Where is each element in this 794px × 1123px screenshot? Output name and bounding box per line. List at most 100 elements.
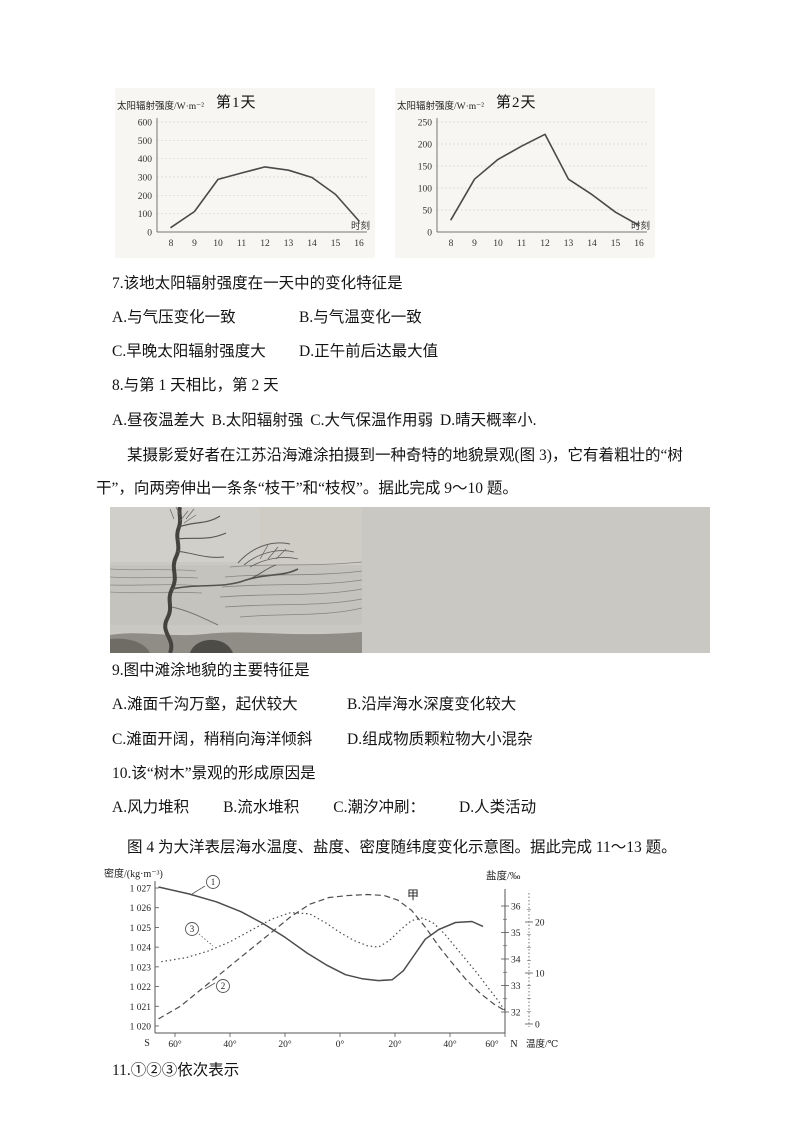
svg-text:9: 9	[472, 239, 477, 249]
question-11-stem: 11.①②③依次表示	[112, 1062, 240, 1080]
option-9-b: B.沿岸海水深度变化较大	[347, 696, 517, 714]
svg-text:13: 13	[284, 239, 294, 249]
svg-text:600: 600	[138, 119, 153, 129]
svg-text:11: 11	[517, 239, 526, 249]
svg-text:40°: 40°	[443, 1039, 457, 1050]
svg-text:100: 100	[418, 185, 433, 195]
chart-title-day2: 第2天	[496, 95, 537, 111]
svg-text:13: 13	[564, 239, 574, 249]
option-10-d: D.人类活动	[459, 798, 537, 816]
svg-text:300: 300	[138, 174, 153, 184]
option-10-c: C.潮汐冲刷：	[333, 798, 426, 816]
svg-text:16: 16	[634, 239, 644, 249]
svg-text:250: 250	[418, 119, 433, 129]
svg-text:11: 11	[237, 239, 246, 249]
option-8-c: C.大气保温作用弱	[310, 411, 434, 429]
svg-text:甲: 甲	[407, 888, 419, 902]
svg-text:14: 14	[307, 239, 317, 249]
question-7-stem: 7.该地太阳辐射强度在一天中的变化特征是	[112, 275, 403, 292]
svg-text:16: 16	[354, 239, 364, 249]
option-7-d: D.正午前后达最大值	[299, 343, 439, 361]
question-8-options: A.昼夜温差大 B.太阳辐射强 C.大气保温作用弱 D.晴天概率小.	[112, 411, 710, 431]
svg-text:1 022: 1 022	[130, 983, 152, 993]
option-7-b: B.与气温变化一致	[299, 309, 422, 327]
svg-text:温度/℃: 温度/℃	[526, 1038, 559, 1050]
question-8-stem: 8.与第 1 天相比，第 2 天	[112, 377, 279, 395]
svg-text:1 021: 1 021	[130, 1003, 152, 1013]
chart-header-day2: 太阳辐射强度/W·m⁻² 第2天	[397, 91, 655, 112]
svg-text:0: 0	[427, 229, 432, 239]
svg-text:S: S	[144, 1038, 150, 1049]
svg-text:10: 10	[535, 970, 545, 980]
svg-text:36: 36	[511, 903, 521, 913]
svg-text:20°: 20°	[278, 1039, 292, 1050]
svg-text:60°: 60°	[485, 1039, 499, 1050]
option-7-c: C.早晚太阳辐射强度大	[112, 343, 266, 361]
svg-text:0: 0	[147, 229, 152, 239]
figure-radiation-day1: 太阳辐射强度/W·m⁻² 第1天 0 100 200 300 400 500 600 8 9 10…	[115, 88, 375, 258]
svg-text:3: 3	[190, 924, 195, 934]
option-8-a: A.昼夜温差大	[112, 411, 205, 429]
y-axis-label-day1: 太阳辐射强度/W·m⁻²	[117, 102, 205, 112]
radiation-charts-row: 太阳辐射强度/W·m⁻² 第1天 0 100 200 300 400 500 600 8 9 10…	[115, 88, 710, 258]
option-9-a: A.滩面千沟万壑，起伏较大	[112, 696, 298, 714]
option-8-b: B.太阳辐射强	[211, 411, 304, 429]
svg-text:12: 12	[540, 239, 550, 249]
svg-text:20: 20	[535, 919, 545, 929]
figure-4-ocean-chart: 1 027 1 026 1 025 1 024 1 023 1 022 1 021 1 020…	[96, 867, 710, 1055]
svg-text:1: 1	[211, 877, 216, 887]
chart-title-day1: 第1天	[216, 95, 257, 111]
svg-text:400: 400	[138, 155, 153, 165]
svg-text:8: 8	[169, 239, 174, 249]
svg-text:9: 9	[192, 239, 197, 249]
svg-text:33: 33	[511, 982, 521, 992]
line-chart-day1: 0 100 200 300 400 500 600 8 9 10 11 12 13 14 15 16 时刻	[138, 118, 370, 249]
question-10-options: A.风力堆积 B.流水堆积 C.潮汐冲刷： D.人类活动	[112, 798, 710, 818]
svg-text:32: 32	[511, 1009, 521, 1019]
svg-text:100: 100	[138, 210, 153, 220]
option-10-a: A.风力堆积	[112, 798, 190, 816]
svg-text:50: 50	[423, 207, 433, 217]
option-8-d: D.晴天概率小.	[440, 411, 537, 429]
svg-text:20°: 20°	[388, 1039, 402, 1050]
y-axis-label-day2: 太阳辐射强度/W·m⁻²	[397, 102, 485, 112]
question-9-stem: 9.图中滩涂地貌的主要特征是	[112, 662, 310, 680]
svg-text:N: N	[510, 1039, 517, 1050]
svg-text:12: 12	[260, 239, 270, 249]
svg-text:40°: 40°	[223, 1039, 237, 1050]
svg-text:200: 200	[418, 141, 433, 151]
mudflat-aerial-image	[110, 507, 362, 654]
svg-text:1 023: 1 023	[130, 963, 152, 973]
svg-text:1 025: 1 025	[130, 924, 152, 934]
question-10-stem: 10.该“树木”景观的形成原因是	[112, 764, 316, 782]
svg-text:35: 35	[511, 929, 521, 939]
option-10-b: B.流水堆积	[223, 798, 300, 816]
svg-text:14: 14	[587, 239, 597, 249]
svg-text:500: 500	[138, 137, 153, 147]
svg-text:1 020: 1 020	[130, 1023, 152, 1033]
svg-text:1 027: 1 027	[130, 885, 152, 895]
svg-text:0: 0	[535, 1021, 540, 1031]
svg-text:盐度/‰: 盐度/‰	[486, 869, 521, 882]
svg-text:1 026: 1 026	[130, 904, 152, 914]
svg-text:10: 10	[493, 239, 503, 249]
svg-text:200: 200	[138, 192, 153, 202]
question-9-options: A.滩面千沟万壑，起伏较大 B.沿岸海水深度变化较大 C.滩面开阔，稍稍向海洋倾…	[112, 695, 710, 749]
passage-ocean-chart: 图 4 为大洋表层海水温度、盐度、密度随纬度变化示意图。据此完成 11～13 题…	[127, 839, 677, 857]
figure-3-mudflat-photo	[110, 507, 710, 654]
svg-text:8: 8	[449, 239, 454, 249]
svg-text:34: 34	[511, 956, 521, 966]
svg-text:60°: 60°	[168, 1039, 182, 1050]
svg-text:10: 10	[213, 239, 223, 249]
chart-header-day1: 太阳辐射强度/W·m⁻² 第1天	[117, 91, 375, 112]
figure-radiation-day2: 太阳辐射强度/W·m⁻² 第2天 0 50 100 150 200 250 8 9 10 11 12…	[395, 88, 655, 258]
question-7-options: A.与气压变化一致 B.与气温变化一致 C.早晚太阳辐射强度大 D.正午前后达最…	[112, 308, 710, 362]
svg-text:15: 15	[611, 239, 621, 249]
svg-text:0°: 0°	[336, 1039, 345, 1050]
svg-text:150: 150	[418, 163, 433, 173]
svg-text:1 024: 1 024	[130, 944, 152, 954]
svg-text:15: 15	[331, 239, 341, 249]
